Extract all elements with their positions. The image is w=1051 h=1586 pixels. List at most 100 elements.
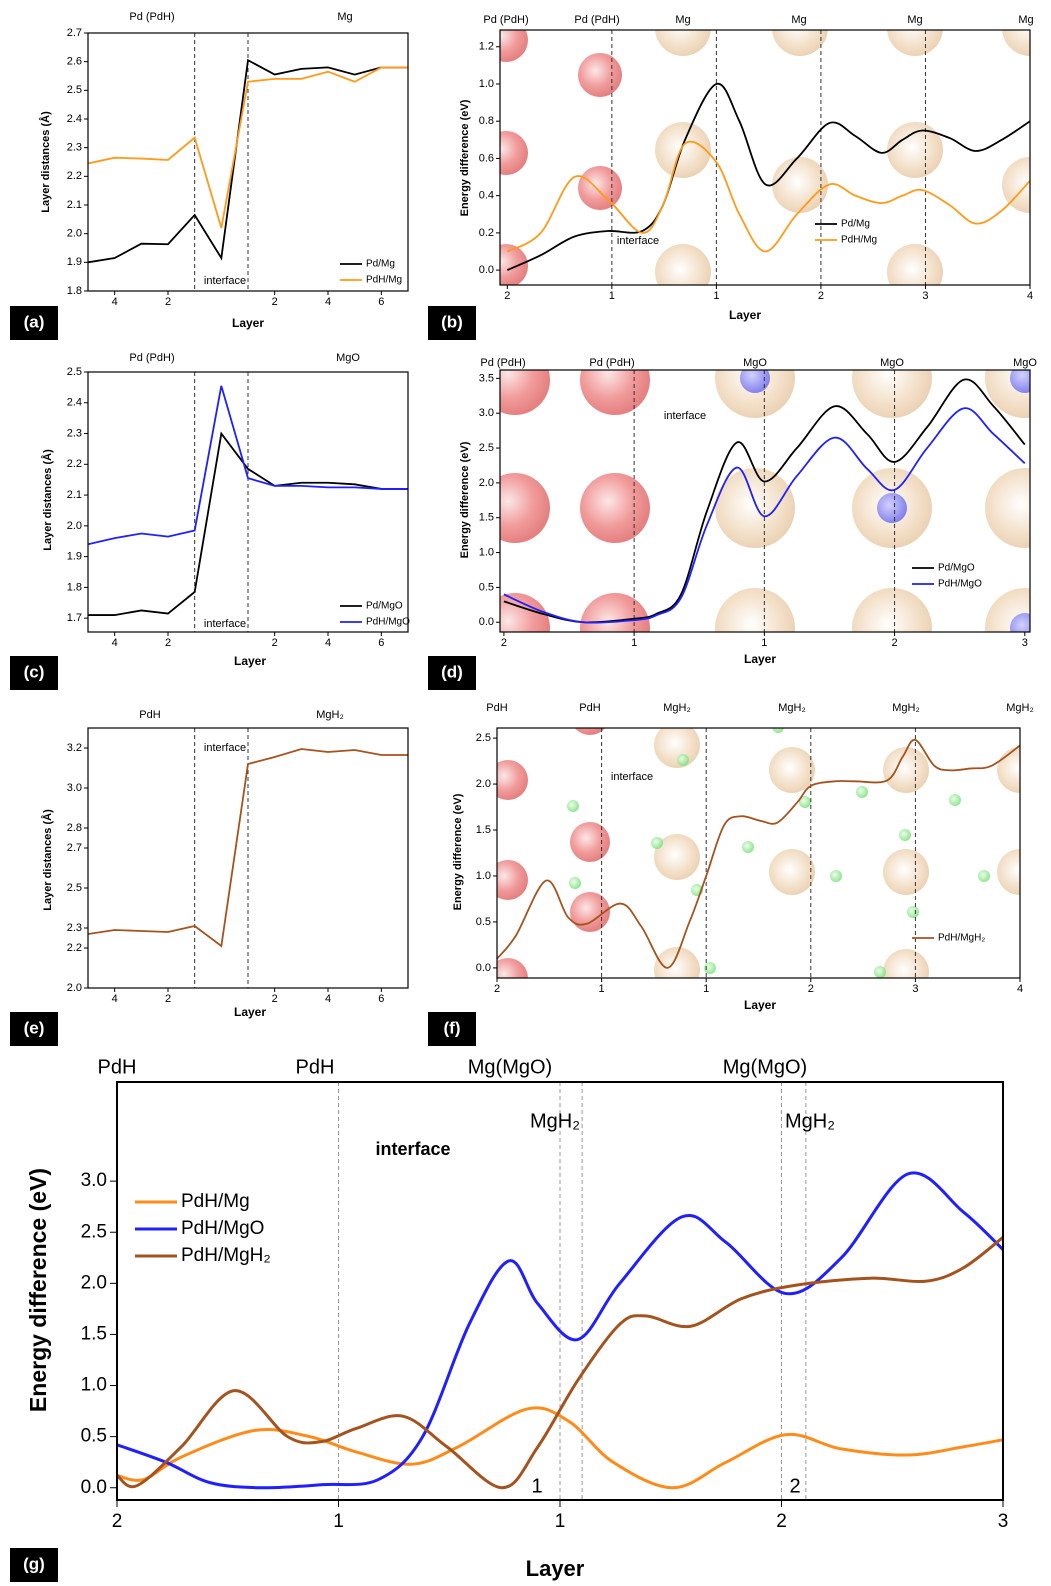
atom	[856, 786, 868, 798]
chart-panel: 0.0 0.5 1.0 1.5 2.0 2.5 2 1 1 2 3 4 PdH PdH MgH₂ MgH₂ Mg…	[428, 702, 1034, 1046]
atom	[772, 728, 784, 733]
panel-label-box	[10, 1012, 58, 1046]
y-tick-label: 1.8	[67, 581, 82, 593]
x-axis-title: Layer	[234, 1005, 266, 1019]
x-tick-label: 1	[599, 983, 605, 995]
y-tick-label: 2.5	[67, 366, 82, 378]
x-tick-label: 3	[912, 983, 918, 995]
y-tick-label: 2.3	[67, 142, 82, 154]
series-line	[497, 739, 1020, 969]
y-axis-title: Energy difference (eV)	[459, 99, 471, 216]
layer-label: MgH₂	[316, 709, 344, 721]
atom	[883, 747, 929, 793]
x-tick-label: 4	[1027, 290, 1033, 302]
series-line	[88, 385, 408, 546]
atom	[580, 473, 650, 543]
series-line	[117, 1171, 1003, 1490]
x-tick-label: 2	[892, 637, 898, 649]
layer-label: MgH₂	[785, 1110, 835, 1132]
x-tick-label: 6	[378, 637, 384, 649]
chart-panel: 2.0 2.2 2.3 2.5 2.7 2.8 3.0 3.2 4 2 2 4 6 PdH MgH₂ inte…	[10, 709, 409, 1046]
legend-label: PdH/MgO	[366, 617, 410, 628]
panel-label-box	[10, 306, 58, 340]
atom	[772, 157, 828, 213]
x-axis-title: Layer	[744, 998, 776, 1012]
layer-label: MgH₂	[1006, 702, 1034, 714]
x-tick-label: 4	[325, 993, 331, 1005]
y-tick-label: 0.0	[81, 1477, 107, 1498]
y-tick-label: 2.2	[67, 942, 82, 954]
panel-label-box	[428, 306, 476, 340]
y-tick-label: 0.0	[476, 962, 491, 974]
legend-label: PdH/Mg	[181, 1191, 250, 1212]
y-tick-label: 2.3	[67, 427, 82, 439]
atom	[580, 370, 650, 415]
x-tick-label: 4	[1017, 983, 1023, 995]
series-line	[88, 431, 408, 616]
atom	[874, 966, 886, 978]
atom	[1010, 613, 1030, 632]
atom	[887, 244, 943, 285]
legend-label: Pd/MgO	[938, 563, 975, 574]
legend-label: PdH/MgO	[181, 1218, 264, 1239]
series-line	[503, 407, 1026, 624]
x-axis-title: Layer	[526, 1556, 585, 1581]
layer-label: MgO	[1013, 357, 1037, 369]
x-tick-label: 2	[808, 983, 814, 995]
y-tick-label: 2.0	[67, 982, 82, 994]
x-tick-label: 2	[272, 993, 278, 1005]
atom	[985, 468, 1030, 548]
x-tick-label: 4	[325, 637, 331, 649]
layer-label: MgO	[336, 352, 360, 364]
legend-label: PdH/Mg	[366, 275, 402, 286]
atom	[677, 754, 689, 766]
atom	[715, 588, 795, 632]
atom	[651, 837, 663, 849]
annotation: interface	[204, 275, 246, 287]
chart-panel: 0.0 0.2 0.4 0.6 0.8 1.0 1.2 2 1 1 2 3 4 Pd (PdH) Pd (P…	[428, 14, 1034, 340]
x-tick-label: 1	[333, 1511, 344, 1532]
y-tick-label: 2.5	[67, 882, 82, 894]
atom	[500, 131, 528, 175]
y-tick-label: 2.0	[67, 520, 82, 532]
y-tick-label: 2.7	[67, 842, 82, 854]
atom	[887, 30, 943, 56]
x-axis-title: Layer	[744, 652, 776, 666]
plot-area	[500, 30, 1030, 285]
series-line	[506, 83, 1030, 271]
layer-label: Pd (PdH)	[480, 357, 525, 369]
atom	[497, 958, 528, 978]
y-tick-label: 3.0	[81, 1170, 107, 1191]
x-tick-label: 2	[272, 637, 278, 649]
atom	[500, 370, 550, 415]
y-tick-label: 2.0	[67, 228, 82, 240]
series-line	[117, 1406, 1003, 1490]
x-axis-title: Layer	[232, 316, 264, 330]
y-axis-title: Energy difference (eV)	[459, 441, 471, 558]
y-tick-label: 2.0	[81, 1272, 107, 1293]
plot-frame	[496, 727, 1021, 979]
x-axis-title: Layer	[234, 654, 266, 668]
atom	[715, 468, 795, 548]
y-axis-title: Energy difference (eV)	[25, 1168, 51, 1412]
x-tick-label: 2	[504, 290, 510, 302]
x-tick-label: 1	[713, 290, 719, 302]
atom	[949, 794, 961, 806]
legend-label: Pd/Mg	[366, 259, 395, 270]
atom	[704, 962, 716, 974]
y-tick-label: 2.6	[67, 56, 82, 68]
atom	[769, 747, 815, 793]
atom	[852, 588, 932, 632]
x-tick-label: 3	[1022, 637, 1028, 649]
y-tick-label: 1.9	[67, 551, 82, 563]
x-tick-label: 4	[112, 993, 118, 1005]
layer-label: Mg	[675, 14, 690, 26]
y-tick-label: 2.2	[67, 170, 82, 182]
atom	[500, 593, 550, 632]
panel-label-box	[10, 656, 58, 690]
atom	[742, 841, 754, 853]
plot-frame	[116, 1081, 1004, 1501]
atom	[1002, 157, 1030, 213]
legend-label: PdH/MgO	[938, 579, 982, 590]
layer-label: Pd (PdH)	[129, 352, 174, 364]
